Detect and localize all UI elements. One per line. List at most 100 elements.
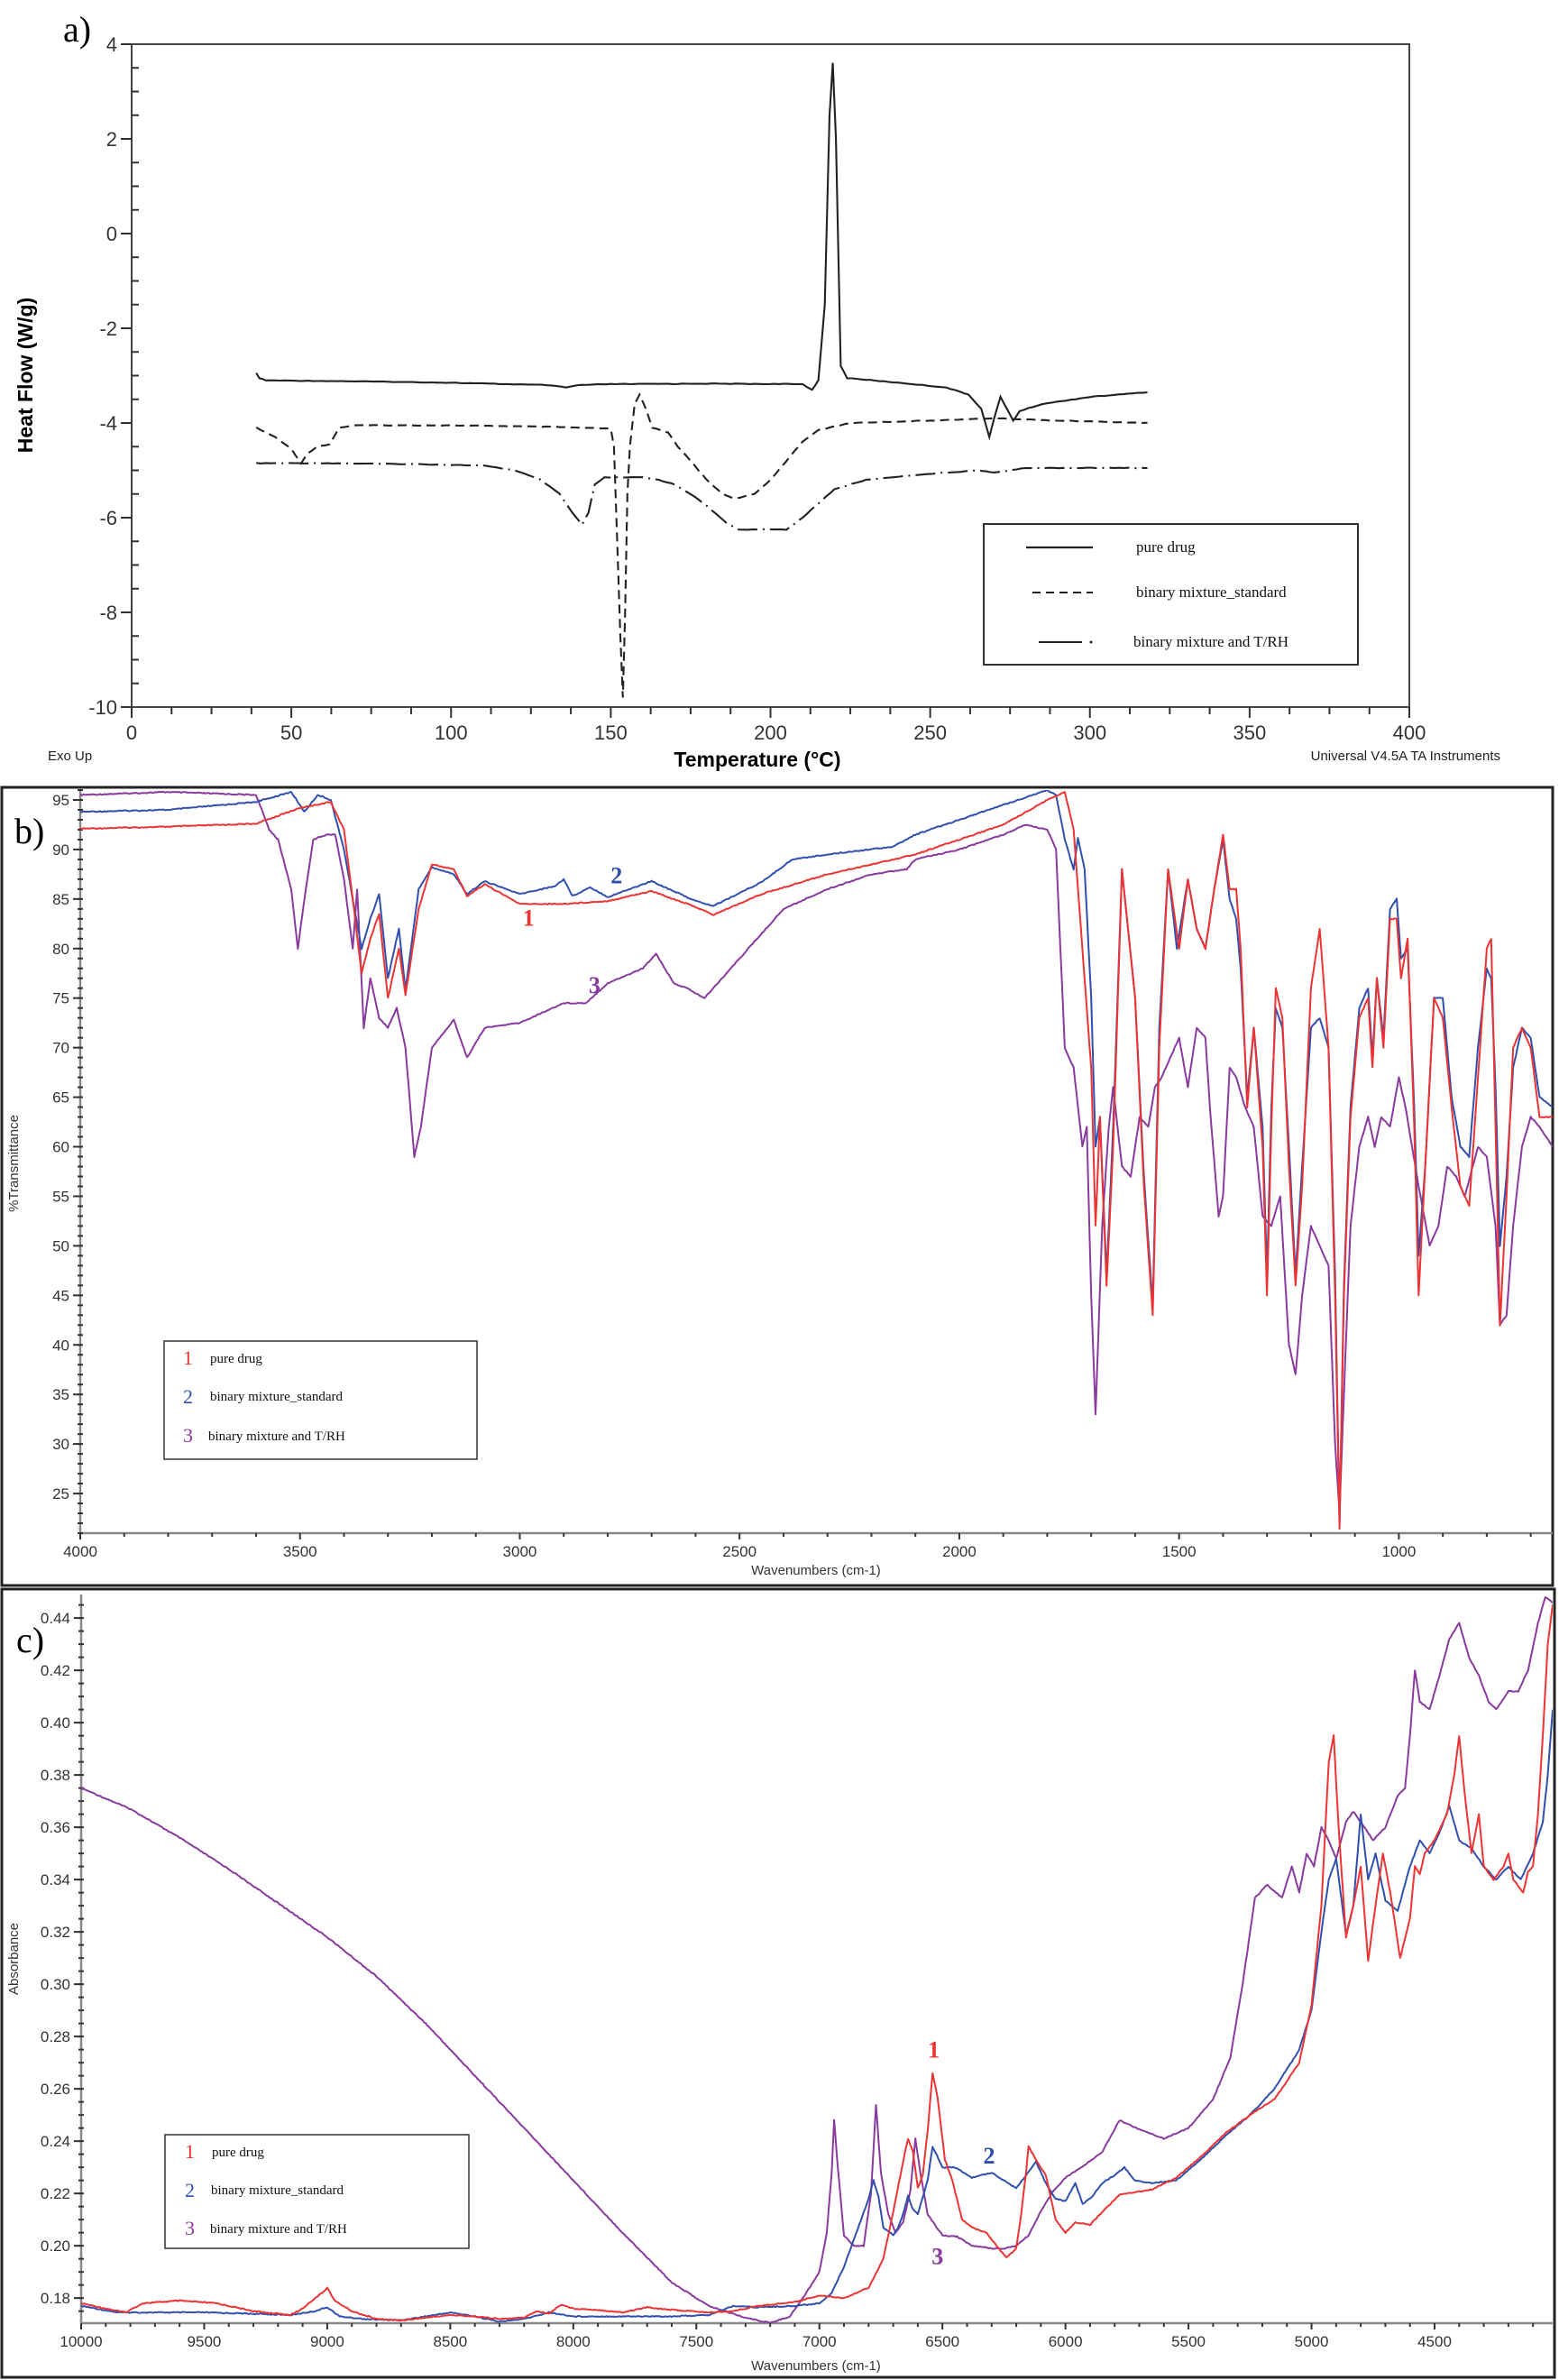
legend-item-c-3: binary mixture and T/RH xyxy=(210,2222,347,2237)
y-tick-label: 40 xyxy=(52,1337,69,1354)
curve-label-3: 3 xyxy=(931,2243,943,2269)
legend-num-c-1: 1 xyxy=(185,2140,195,2163)
y-tick-label: 0.38 xyxy=(41,1767,70,1784)
y-tick-label: 0.34 xyxy=(41,1871,70,1888)
spectrum-binary-mixture-standard xyxy=(81,1709,1553,2323)
y-tick-label: 70 xyxy=(52,1040,69,1057)
x-tick-label: 1500 xyxy=(1162,1543,1197,1560)
x-tick-label: 6000 xyxy=(1049,2333,1083,2350)
y-tick-label: 0.24 xyxy=(41,2133,70,2150)
legend-c: 1 pure drug 2 binary mixture_standard 3 … xyxy=(164,2134,470,2249)
x-tick-label: 4000 xyxy=(63,1543,97,1560)
curve-label-2: 2 xyxy=(984,2143,995,2169)
spectrum-binary-mixture-standard xyxy=(80,790,1553,1524)
legend-item-b-1: pure drug xyxy=(210,1352,262,1366)
spectrum-pure-drug xyxy=(80,791,1553,1530)
x-tick-label: 7500 xyxy=(679,2333,713,2350)
spectrum-binary-mixture-and-t-rh xyxy=(80,790,1553,1514)
y-axis-title-b: %Transmittance xyxy=(6,1115,22,1212)
y-tick-label: 95 xyxy=(52,792,69,809)
y-tick-label: 0.40 xyxy=(41,1714,70,1732)
y-tick-label: 85 xyxy=(52,891,69,908)
legend-a: pure drug binary mixture_standard binary… xyxy=(983,523,1359,666)
curve-label-1: 1 xyxy=(928,2036,940,2063)
x-tick-label: 0 xyxy=(126,721,137,744)
curve-pure-drug xyxy=(255,62,1148,441)
y-tick-label: 80 xyxy=(52,941,69,958)
y-tick-label: 0.26 xyxy=(41,2081,70,2098)
y-tick-label: 0.42 xyxy=(41,1662,70,1679)
x-tick-label: 9000 xyxy=(310,2333,344,2350)
curve-binary-mixture-and-t-rh xyxy=(256,462,1148,531)
x-tick-label: 5500 xyxy=(1171,2333,1206,2350)
y-tick-label: 0.36 xyxy=(41,1819,70,1836)
legend-item-a-1: pure drug xyxy=(1136,538,1196,556)
y-tick-label: -10 xyxy=(88,696,117,719)
legend-item-c-2: binary mixture_standard xyxy=(211,2183,344,2198)
x-tick-label: 50 xyxy=(280,721,302,744)
axis-ticks-b: 4000 3500 3000 2500 2000 1500 1000 95 90 85 80 75 70… xyxy=(52,789,1553,1560)
x-tick-label: 300 xyxy=(1073,721,1106,744)
legend-b: 1 pure drug 2 binary mixture_standard 3 … xyxy=(163,1340,478,1460)
panel-label-a: a) xyxy=(63,9,91,50)
y-tick-label: 30 xyxy=(52,1436,69,1453)
x-axis-title-b: Wavenumbers (cm-1) xyxy=(751,1563,881,1578)
y-axis-title-a: Heat Flow (W/g) xyxy=(14,298,37,453)
x-tick-label: 5000 xyxy=(1295,2333,1329,2350)
y-tick-label: -2 xyxy=(99,317,117,340)
y-tick-label: 0.22 xyxy=(41,2185,70,2202)
y-tick-label: 0.32 xyxy=(41,1924,70,1941)
x-axis-title-a: Temperature (°C) xyxy=(674,748,840,771)
legend-num-c-3: 3 xyxy=(185,2217,195,2239)
legend-item-c-1: pure drug xyxy=(212,2146,264,2160)
x-tick-label: 1000 xyxy=(1381,1543,1416,1560)
y-tick-label: 90 xyxy=(52,841,69,859)
panel-b-ftir: b) 4000 3500 3000 2500 2000 1500 1000 95 90 85 80 7… xyxy=(0,786,1554,1587)
x-tick-label: 350 xyxy=(1233,721,1267,744)
y-tick-label: 65 xyxy=(52,1089,69,1107)
x-tick-label: 9500 xyxy=(188,2333,222,2350)
y-tick-label: 4 xyxy=(106,33,117,56)
y-axis-title-c: Absorbance xyxy=(6,1923,22,1995)
instrument-label: Universal V4.5A TA Instruments xyxy=(1311,749,1500,764)
legend-box-b xyxy=(163,1340,478,1460)
x-tick-label: 3500 xyxy=(283,1543,317,1560)
spectrum-binary-mixture-and-t-rh xyxy=(81,1596,1553,2323)
panel-c-nir: c) 10000 9500 9000 8500 8000 7500 7000 6500 6000… xyxy=(0,1587,1556,2379)
y-tick-label: -4 xyxy=(99,412,117,435)
legend-item-b-3: binary mixture and T/RH xyxy=(208,1429,345,1444)
x-tick-label: 2000 xyxy=(942,1543,977,1560)
curve-binary-mixture-standard xyxy=(255,392,1148,698)
panel-label-b: b) xyxy=(14,811,44,851)
curves-a xyxy=(255,62,1148,698)
panel-a-dsc: a) 0 50 100 150 200 250 300 350 400 4 2 0 -2 -4 -6 -8 -1… xyxy=(14,9,1500,771)
legend-num-b-1: 1 xyxy=(183,1346,193,1369)
x-tick-label: 100 xyxy=(435,721,468,744)
spectrum-pure-drug xyxy=(81,1604,1553,2322)
legend-num-c-2: 2 xyxy=(185,2179,195,2201)
y-tick-label: 25 xyxy=(52,1485,69,1502)
axis-ticks-a: 0 50 100 150 200 250 300 350 400 4 2 0 -2 -4 -6 -8 -10 xyxy=(88,33,1426,744)
legend-box-c xyxy=(164,2134,470,2249)
y-tick-label: -6 xyxy=(99,507,117,529)
y-tick-label: 55 xyxy=(52,1188,69,1205)
y-tick-label: 0.30 xyxy=(41,1976,70,1993)
y-tick-label: 60 xyxy=(52,1139,69,1156)
y-tick-label: 75 xyxy=(52,990,69,1007)
x-tick-label: 8000 xyxy=(556,2333,591,2350)
x-tick-label: 400 xyxy=(1393,721,1426,744)
panel-frame-b xyxy=(0,786,1554,1587)
curve-label-3: 3 xyxy=(589,972,601,998)
legend-item-a-2: binary mixture_standard xyxy=(1136,584,1287,601)
x-tick-label: 250 xyxy=(913,721,947,744)
x-axis-title-c: Wavenumbers (cm-1) xyxy=(751,2358,881,2374)
curve-label-1: 1 xyxy=(523,905,535,932)
panel-label-c: c) xyxy=(16,1620,44,1660)
y-tick-label: 0.18 xyxy=(41,2290,70,2307)
curve-label-2: 2 xyxy=(610,862,622,888)
y-tick-label: 50 xyxy=(52,1237,69,1254)
axis-ticks-c: 10000 9500 9000 8500 8000 7500 7000 6500 6000 550… xyxy=(41,1594,1553,2350)
panel-frame-c xyxy=(0,1587,1556,2379)
curves-c: 1 2 3 xyxy=(81,1596,1553,2323)
